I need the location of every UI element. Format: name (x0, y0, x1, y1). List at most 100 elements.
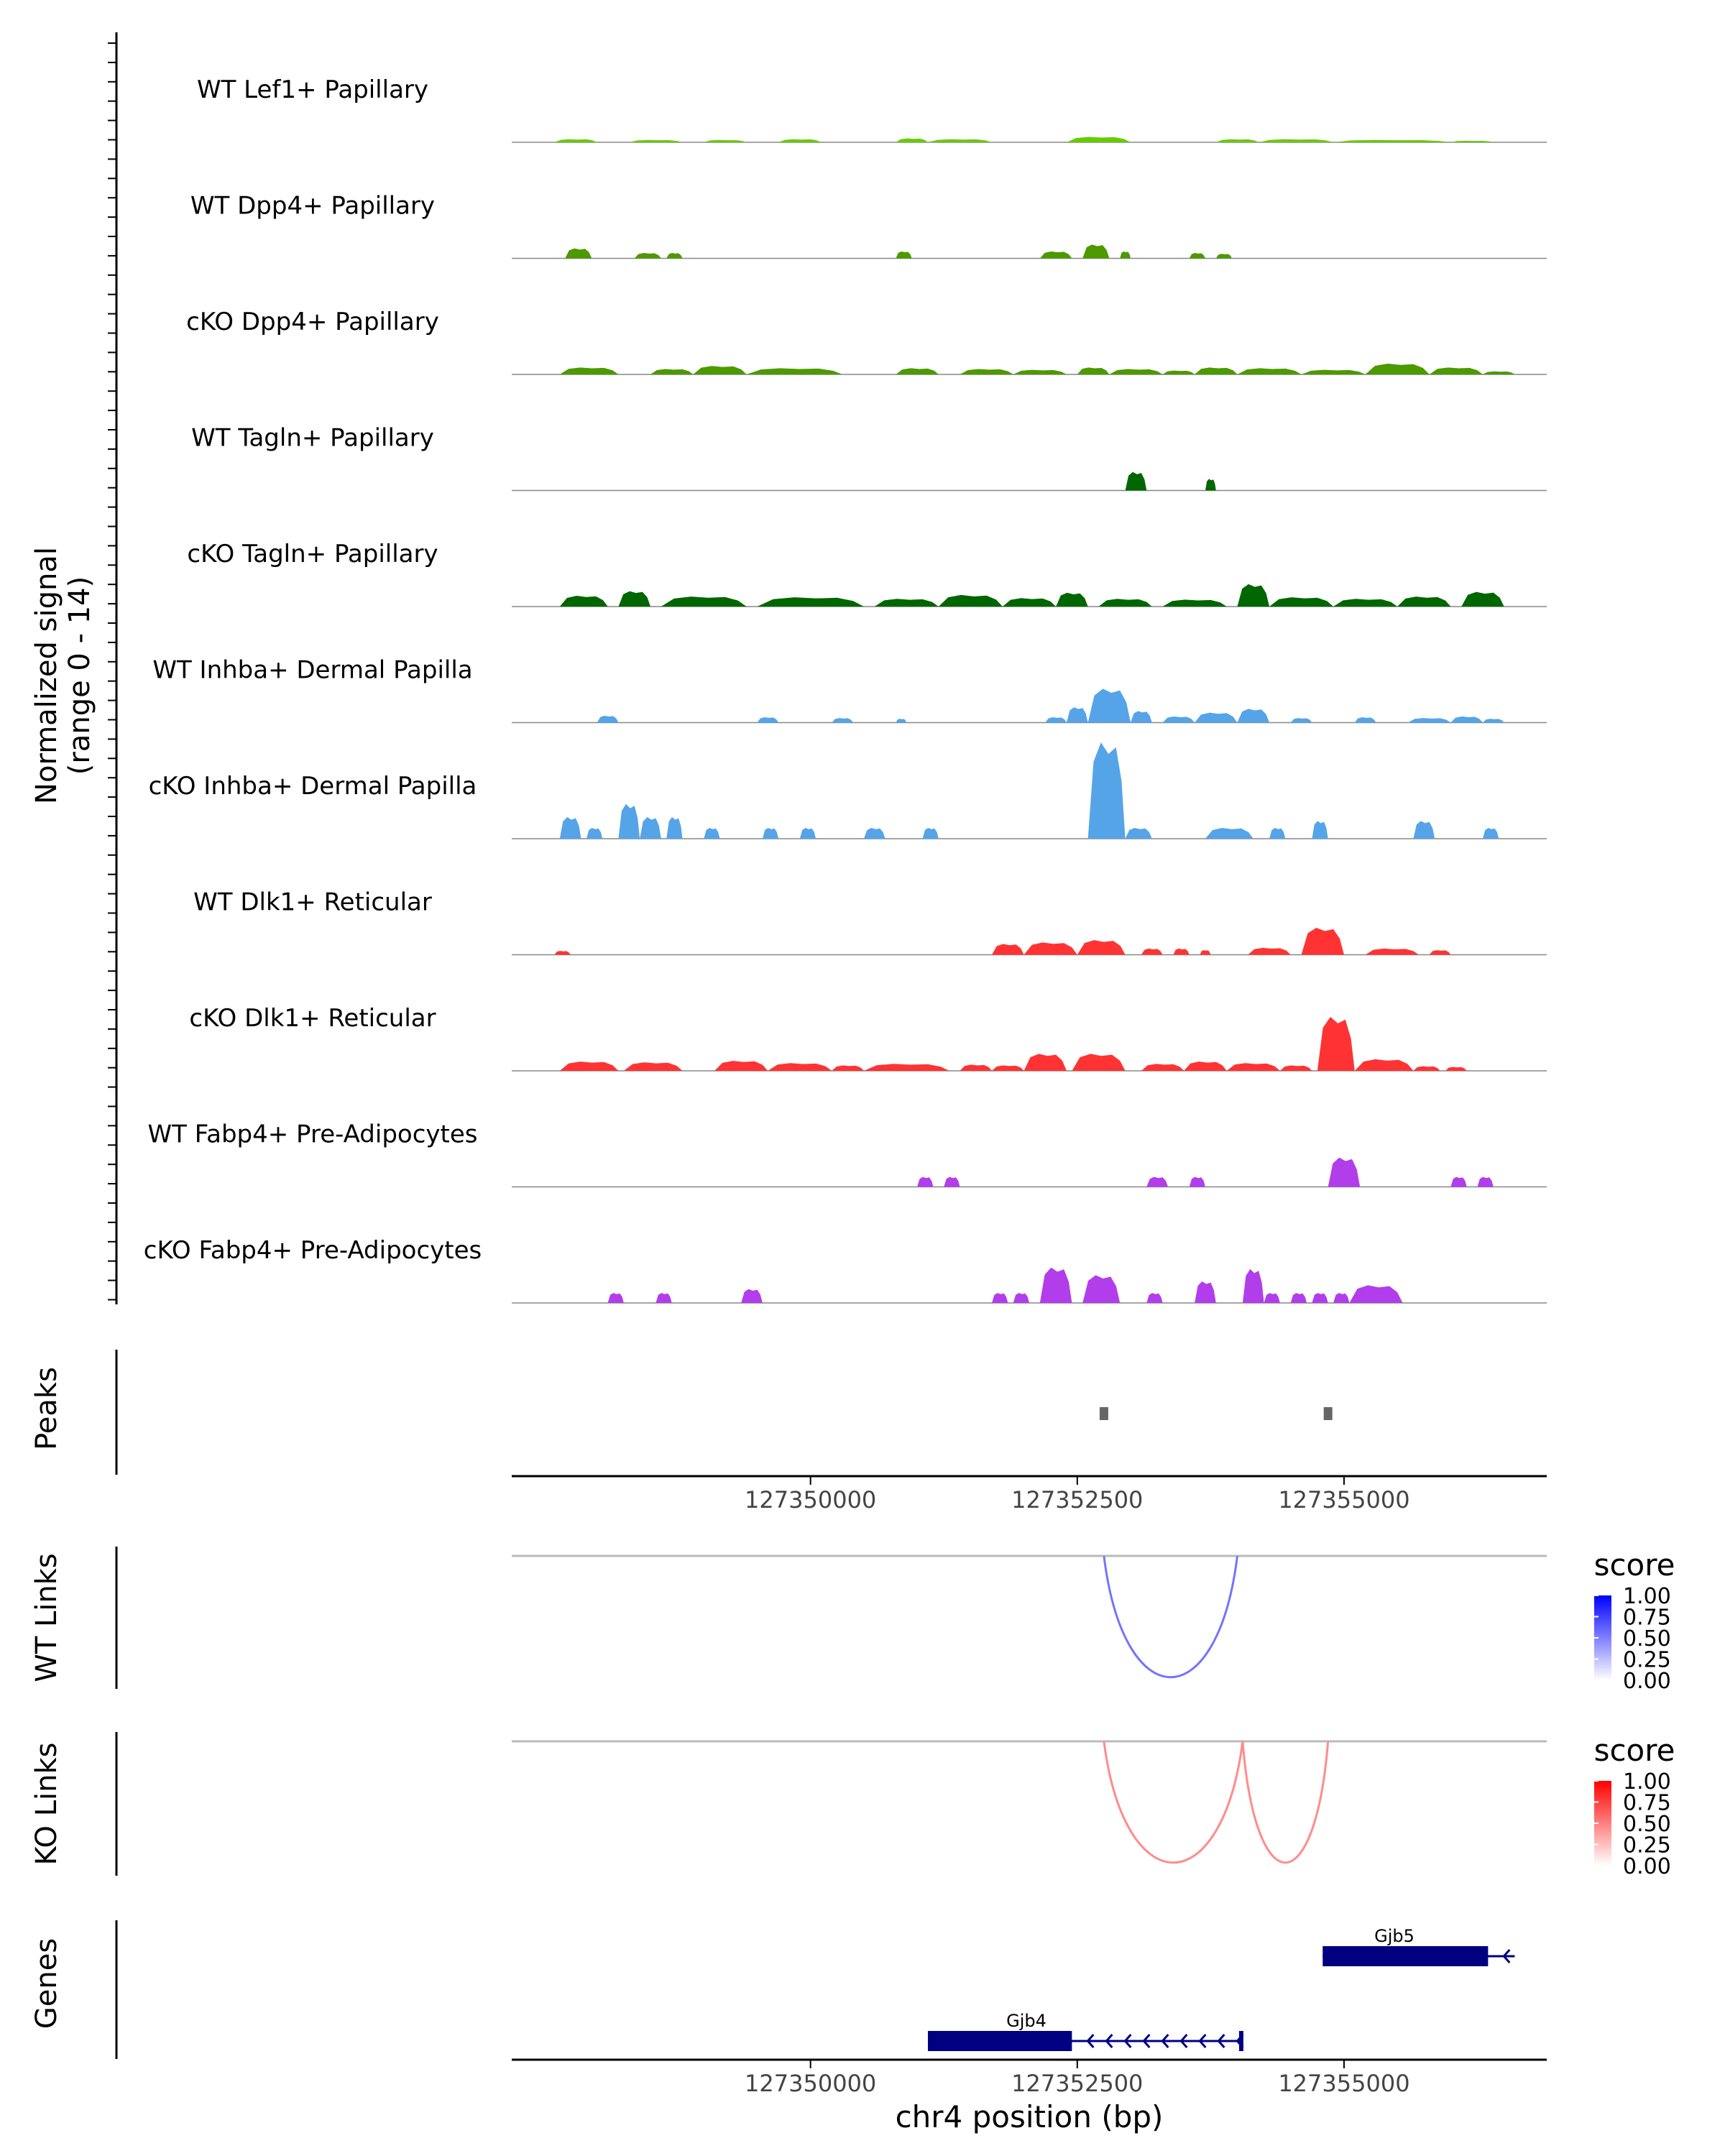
strand-arrow (1161, 2034, 1169, 2048)
coverage-area (629, 139, 683, 142)
coverage-area (1002, 598, 1057, 607)
coverage-area (741, 1289, 763, 1303)
genes-ylabel: Genes (30, 1938, 63, 2029)
coverage-area (1333, 139, 1451, 142)
coverage-area (1162, 599, 1227, 607)
coverage-area (746, 368, 843, 374)
coverage-area (1045, 717, 1067, 723)
coverage-area (778, 139, 822, 142)
coverage-area (1039, 251, 1072, 259)
coverage-area (1184, 1061, 1227, 1071)
coverage-area (1082, 244, 1110, 259)
legend-tick-label: 1.00 (1623, 1769, 1671, 1795)
coverage-area (661, 596, 747, 607)
coverage-area (1429, 367, 1483, 374)
coverage-area (1195, 1281, 1216, 1303)
coverage-area (863, 1064, 949, 1071)
coverage-area (757, 597, 864, 607)
coverage-area (1077, 367, 1110, 374)
peaks-panel: 127350000 127352500 127355000 (115, 1350, 1547, 1514)
coverage-area (1333, 599, 1398, 607)
coverage-area (1141, 948, 1163, 955)
coverage-area (1141, 1064, 1184, 1071)
coverage-area (762, 828, 779, 839)
coverage-area (1125, 828, 1152, 839)
coverage-area (1146, 1293, 1163, 1303)
x-tick-label: 127352500 (1011, 1486, 1143, 1514)
legend-title: score (1594, 1733, 1675, 1768)
link-arc (1103, 1555, 1238, 1678)
coverage-area (1066, 137, 1131, 142)
coverage-area (1354, 717, 1376, 723)
coverage-area (565, 248, 592, 259)
coverage-area (1408, 718, 1451, 723)
coverage-area (1269, 828, 1286, 839)
coverage-area (1189, 253, 1205, 259)
coverage-area (1098, 599, 1152, 607)
coverage-area (1109, 369, 1163, 374)
coverage-area (640, 817, 661, 839)
track-label: cKO Dpp4+ Papillary (186, 308, 439, 336)
coverage-area (1024, 942, 1077, 955)
legend-tick-label: 0.00 (1623, 1854, 1671, 1879)
links-ylabel: KO Links (30, 1743, 63, 1866)
strand-arrow (1105, 2034, 1113, 2048)
coverage-area (863, 828, 886, 839)
coverage-area (1450, 140, 1494, 142)
coverage-area (1264, 1293, 1280, 1303)
coverage-area (634, 253, 661, 259)
track-label: WT Lef1+ Papillary (197, 75, 428, 104)
coverage-area (1013, 1293, 1029, 1303)
coverage-area (1237, 709, 1270, 723)
x-tick-label: 127350000 (745, 1486, 876, 1514)
coverage-area (1205, 828, 1254, 839)
coverage-area (1200, 950, 1211, 955)
coverage-area (618, 803, 640, 839)
coverage-area (1024, 1054, 1067, 1071)
coverage-area (1039, 1267, 1072, 1303)
coverage-area (922, 828, 939, 839)
coverage-area (1237, 368, 1302, 374)
coverage-area (1215, 254, 1233, 259)
coverage-ylabel-line2: (range 0 - 14) (63, 576, 96, 775)
coverage-area (1066, 707, 1088, 723)
x-tick-label: 127355000 (1278, 2070, 1409, 2097)
coverage-area (1328, 1157, 1361, 1187)
coverage-area (1445, 1067, 1467, 1071)
coverage-area (1120, 251, 1131, 259)
coverage-area (1301, 369, 1366, 374)
track-label: cKO Fabp4+ Pre-Adipocytes (144, 1236, 482, 1265)
coverage-area (1450, 716, 1483, 723)
coverage-area (944, 1176, 960, 1187)
coverage-area (960, 369, 1013, 374)
coverage-area (1312, 1293, 1328, 1303)
coverage-area (896, 368, 939, 374)
x-tick-label: 127352500 (1011, 2070, 1143, 2097)
x-tick-label: 127355000 (1278, 1486, 1409, 1514)
x-tick-label: 127350000 (745, 2070, 876, 2097)
coverage-area (714, 1061, 768, 1071)
coverage-area (1087, 688, 1131, 723)
peak-mark (1323, 1407, 1333, 1420)
coverage-area (1013, 369, 1067, 374)
legend-tick-label: 0.75 (1623, 1791, 1671, 1816)
coverage-area (1237, 584, 1270, 607)
coverage-area (1242, 1268, 1264, 1303)
coverage-area (704, 828, 720, 839)
coverage-area (1482, 371, 1515, 374)
coverage-area (704, 139, 747, 142)
coverage-area (559, 1061, 619, 1071)
track-label: WT Inhba+ Dermal Papilla (152, 656, 472, 685)
coverage-area (618, 591, 650, 607)
coverage-area (896, 138, 928, 142)
coverage-area (1290, 718, 1312, 723)
coverage-area (1087, 742, 1126, 839)
coverage-area (1131, 711, 1152, 723)
track-label: WT Fabp4+ Pre-Adipocytes (148, 1120, 478, 1149)
coverage-area (960, 1064, 993, 1071)
coverage-area (1162, 716, 1195, 723)
strand-arrow (1123, 2034, 1132, 2048)
link-arc (1103, 1741, 1244, 1864)
coverage-area (1312, 821, 1328, 839)
